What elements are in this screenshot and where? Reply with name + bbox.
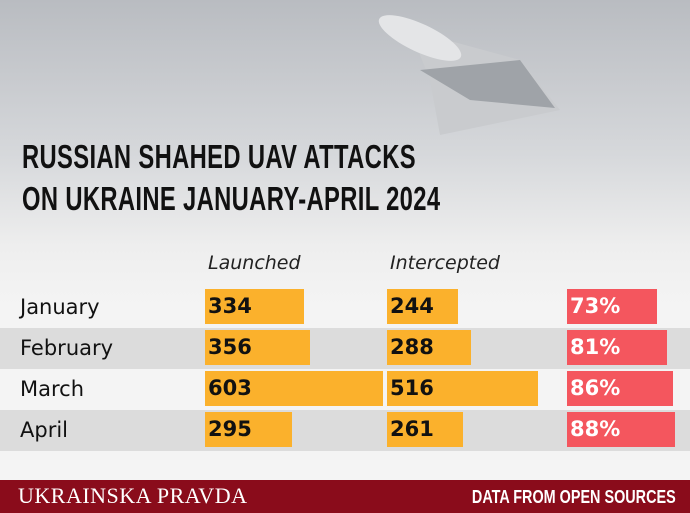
bar (205, 371, 383, 406)
value-label: 288 (390, 335, 434, 359)
drone-wing-shade (420, 60, 555, 108)
category-label: March (20, 377, 85, 401)
bar (387, 412, 464, 447)
source-note: DATA FROM OPEN SOURCES (472, 487, 676, 507)
bar (567, 371, 673, 406)
value-label: 295 (208, 417, 252, 441)
column-header: Intercepted (390, 252, 500, 274)
bar (567, 330, 667, 365)
value-label: 73% (570, 294, 621, 318)
brand: UKRAINSKA PRAVDA (18, 483, 248, 508)
bar (387, 289, 459, 324)
category-label: February (20, 336, 114, 360)
value-label: 603 (208, 376, 252, 400)
bar (567, 412, 676, 447)
value-label: 356 (208, 335, 252, 359)
drone-body (378, 15, 462, 61)
value-label: 244 (390, 294, 434, 318)
column-header: Launched (208, 252, 301, 274)
value-label: 334 (208, 294, 252, 318)
category-label: January (20, 295, 100, 319)
value-label: 86% (570, 376, 621, 400)
chart-title: RUSSIAN SHAHED UAV ATTACKS ON UKRAINE JA… (22, 138, 441, 217)
footer-band (0, 480, 690, 513)
category-label: April (20, 418, 68, 442)
value-label: 516 (390, 376, 434, 400)
bar (205, 330, 311, 365)
value-label: 88% (570, 417, 621, 441)
bar (567, 289, 657, 324)
value-label: 81% (570, 335, 621, 359)
bar (205, 412, 293, 447)
bar (205, 289, 304, 324)
drone-illustration (378, 15, 560, 135)
value-label: 261 (390, 417, 434, 441)
bar (387, 330, 472, 365)
bar (387, 371, 539, 406)
